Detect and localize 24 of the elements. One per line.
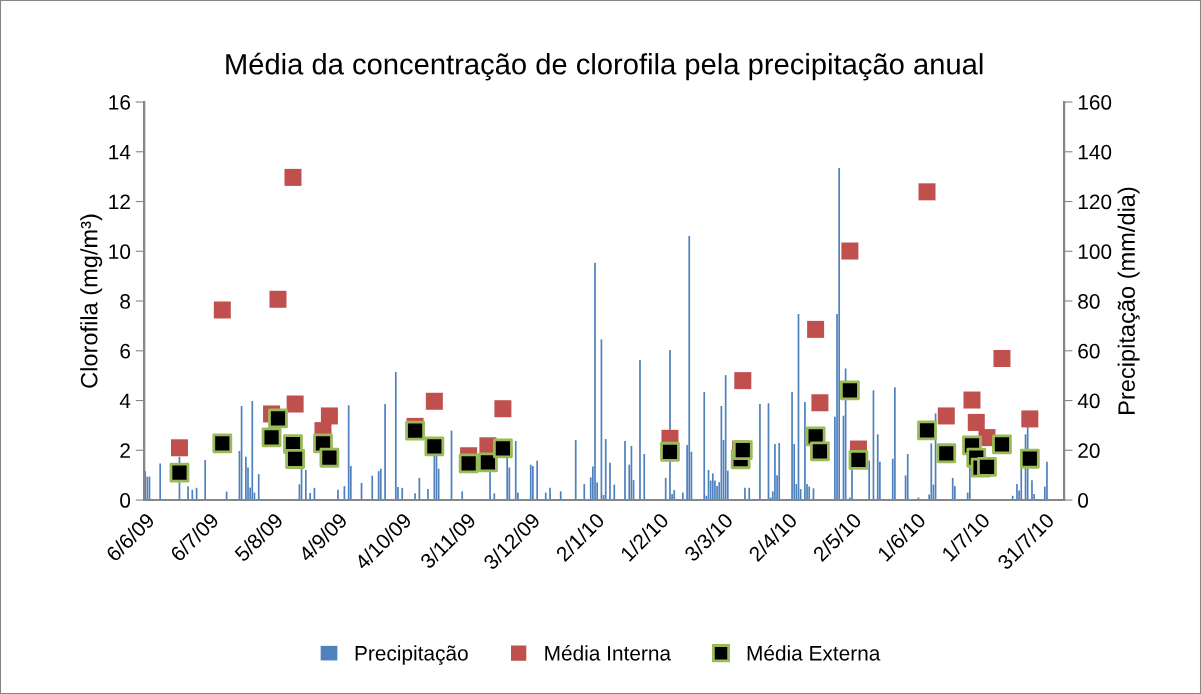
y-tick-label: 2 (120, 443, 130, 458)
y-tick-label: 8 (120, 294, 131, 309)
legend-label: Média Interna (545, 645, 672, 661)
y2-tick-label: 0 (1078, 493, 1089, 508)
y-tick-label: 10 (109, 244, 131, 260)
y2-tick-label: 140 (1078, 144, 1112, 160)
y2-tick-label: 120 (1078, 194, 1112, 210)
legend-label: Média Externa (747, 645, 881, 661)
y2-tick-label: 160 (1078, 95, 1112, 110)
y-tick-label: 12 (109, 194, 130, 210)
y2-tick-label: 40 (1077, 393, 1100, 409)
y2-tick-label: 20 (1078, 443, 1100, 459)
y-tick-label: 6 (120, 343, 131, 359)
y-axis-title: Clorofila (mg/m³) (80, 214, 103, 388)
legend-label: Precipitação (355, 645, 468, 665)
y-tick-label: 14 (109, 144, 131, 160)
y2-tick-label: 100 (1078, 244, 1112, 260)
y2-axis-title: Precipitação (mm/dia) (1117, 187, 1140, 414)
y-tick-label: 0 (120, 493, 131, 508)
y2-tick-label: 80 (1078, 294, 1100, 309)
y-tick-label: 4 (119, 393, 131, 409)
chart-title: Média da concentração de clorofila pela precipitação anual (226, 52, 983, 81)
y-tick-label: 16 (109, 95, 131, 110)
y2-tick-label: 60 (1078, 343, 1100, 359)
